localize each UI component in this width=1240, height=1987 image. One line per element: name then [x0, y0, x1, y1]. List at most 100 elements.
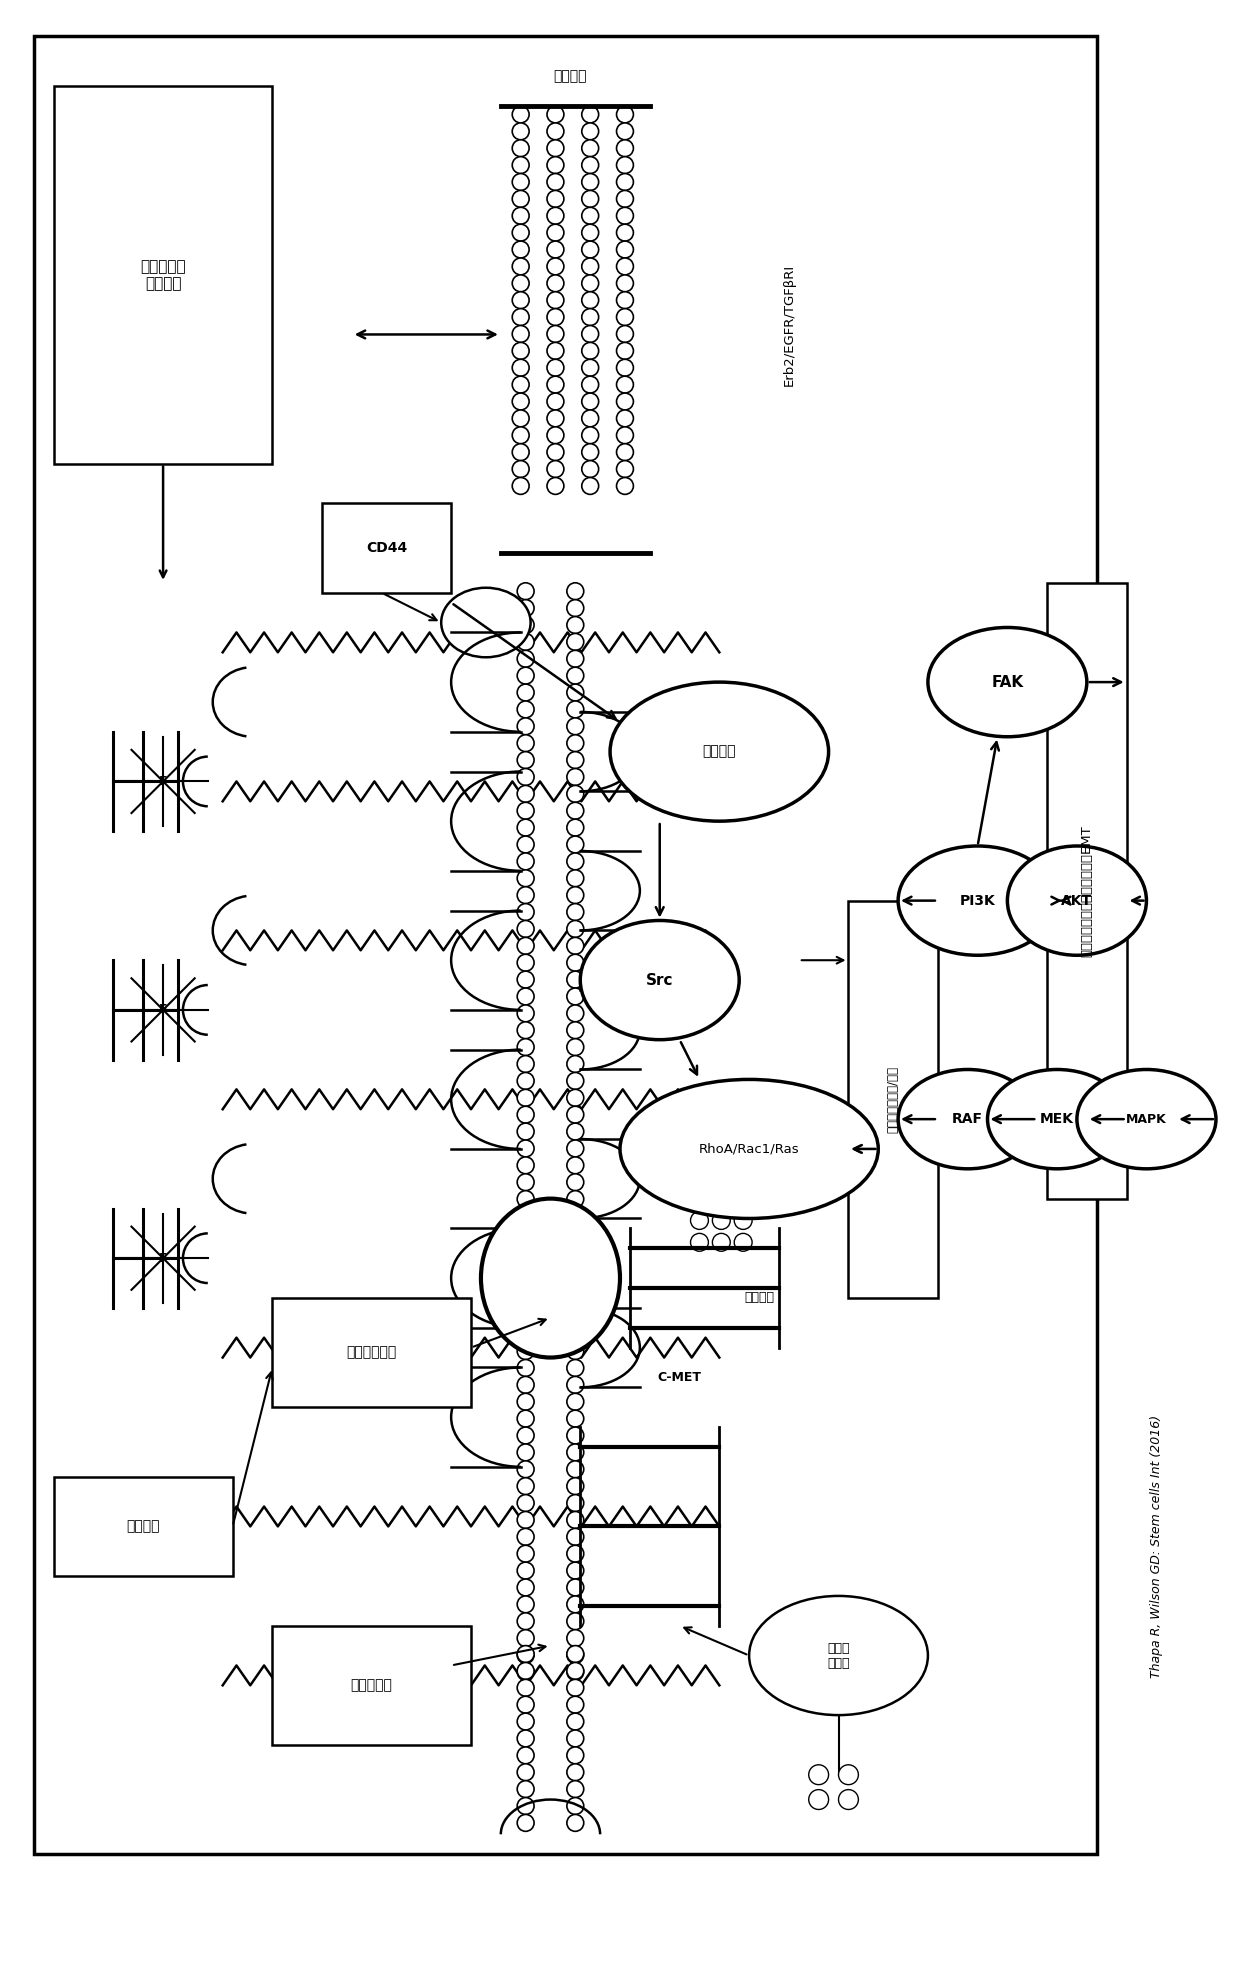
- Ellipse shape: [734, 1190, 753, 1208]
- Ellipse shape: [517, 1663, 534, 1681]
- Ellipse shape: [517, 1494, 534, 1512]
- Ellipse shape: [582, 342, 599, 360]
- Ellipse shape: [567, 1731, 584, 1747]
- Ellipse shape: [517, 1814, 534, 1832]
- Ellipse shape: [567, 735, 584, 751]
- Text: Erb2/EGFR/TGFβRI: Erb2/EGFR/TGFβRI: [782, 264, 795, 385]
- Text: AKT: AKT: [1061, 894, 1092, 908]
- Ellipse shape: [512, 393, 529, 409]
- Ellipse shape: [567, 1005, 584, 1021]
- FancyBboxPatch shape: [33, 36, 1096, 1854]
- Ellipse shape: [517, 1580, 534, 1596]
- Ellipse shape: [567, 634, 584, 650]
- Ellipse shape: [547, 258, 564, 274]
- Ellipse shape: [517, 938, 534, 954]
- Ellipse shape: [616, 173, 634, 191]
- Text: RhoA/Rac1/Ras: RhoA/Rac1/Ras: [699, 1143, 800, 1156]
- Ellipse shape: [517, 1460, 534, 1478]
- Ellipse shape: [616, 326, 634, 342]
- Ellipse shape: [567, 972, 584, 988]
- Ellipse shape: [582, 427, 599, 443]
- Ellipse shape: [582, 173, 599, 191]
- Ellipse shape: [616, 157, 634, 173]
- Ellipse shape: [567, 1325, 584, 1343]
- Ellipse shape: [734, 1234, 753, 1252]
- Ellipse shape: [517, 1141, 534, 1156]
- Ellipse shape: [517, 684, 534, 701]
- Ellipse shape: [517, 1445, 534, 1460]
- Ellipse shape: [582, 225, 599, 240]
- Ellipse shape: [512, 342, 529, 360]
- Ellipse shape: [567, 1780, 584, 1798]
- Ellipse shape: [517, 616, 534, 634]
- Ellipse shape: [567, 1460, 584, 1478]
- Ellipse shape: [512, 139, 529, 157]
- Ellipse shape: [582, 360, 599, 376]
- Ellipse shape: [616, 360, 634, 376]
- Ellipse shape: [567, 1580, 584, 1596]
- Ellipse shape: [567, 1798, 584, 1814]
- Ellipse shape: [567, 600, 584, 616]
- Ellipse shape: [517, 988, 534, 1005]
- Ellipse shape: [1076, 1069, 1216, 1168]
- FancyBboxPatch shape: [53, 85, 273, 463]
- Ellipse shape: [547, 326, 564, 342]
- Ellipse shape: [517, 785, 534, 803]
- Ellipse shape: [567, 650, 584, 668]
- Text: Thapa R, Wilson GD: Stem cells Int (2016): Thapa R, Wilson GD: Stem cells Int (2016…: [1149, 1415, 1163, 1677]
- Ellipse shape: [547, 240, 564, 258]
- Text: FAK: FAK: [991, 676, 1023, 689]
- Ellipse shape: [567, 1224, 584, 1242]
- Ellipse shape: [567, 886, 584, 904]
- Ellipse shape: [567, 1814, 584, 1832]
- Ellipse shape: [517, 634, 534, 650]
- Ellipse shape: [547, 393, 564, 409]
- Ellipse shape: [547, 173, 564, 191]
- Ellipse shape: [512, 427, 529, 443]
- Ellipse shape: [567, 785, 584, 803]
- Ellipse shape: [517, 1679, 534, 1697]
- Ellipse shape: [567, 1445, 584, 1460]
- FancyBboxPatch shape: [273, 1625, 471, 1745]
- Ellipse shape: [567, 988, 584, 1005]
- Ellipse shape: [517, 1156, 534, 1174]
- Ellipse shape: [517, 701, 534, 717]
- Ellipse shape: [616, 139, 634, 157]
- Ellipse shape: [517, 954, 534, 972]
- Ellipse shape: [547, 157, 564, 173]
- Ellipse shape: [567, 1190, 584, 1208]
- Ellipse shape: [547, 342, 564, 360]
- Ellipse shape: [517, 1359, 534, 1377]
- Ellipse shape: [616, 225, 634, 240]
- Ellipse shape: [517, 1343, 534, 1359]
- Text: 透明质烷: 透明质烷: [126, 1520, 160, 1534]
- Ellipse shape: [567, 751, 584, 769]
- Ellipse shape: [567, 616, 584, 634]
- Ellipse shape: [567, 904, 584, 920]
- Ellipse shape: [441, 588, 531, 658]
- Ellipse shape: [517, 769, 534, 785]
- Ellipse shape: [616, 207, 634, 225]
- Ellipse shape: [512, 207, 529, 225]
- Ellipse shape: [547, 123, 564, 139]
- Ellipse shape: [517, 1411, 534, 1427]
- Ellipse shape: [517, 1107, 534, 1123]
- Ellipse shape: [512, 105, 529, 123]
- Text: RAF: RAF: [952, 1113, 983, 1127]
- Ellipse shape: [582, 376, 599, 393]
- Ellipse shape: [567, 1089, 584, 1107]
- Ellipse shape: [517, 1021, 534, 1039]
- Ellipse shape: [616, 342, 634, 360]
- Ellipse shape: [582, 443, 599, 461]
- Ellipse shape: [547, 139, 564, 157]
- Ellipse shape: [547, 207, 564, 225]
- Ellipse shape: [517, 1174, 534, 1190]
- Ellipse shape: [691, 1234, 708, 1252]
- Text: 细胞增殖、侵袭、化学抗性和EMT: 细胞增殖、侵袭、化学抗性和EMT: [1080, 825, 1094, 956]
- Ellipse shape: [547, 409, 564, 427]
- Ellipse shape: [512, 292, 529, 308]
- Ellipse shape: [567, 954, 584, 972]
- Ellipse shape: [691, 1212, 708, 1230]
- Ellipse shape: [517, 837, 534, 852]
- Ellipse shape: [567, 1697, 584, 1713]
